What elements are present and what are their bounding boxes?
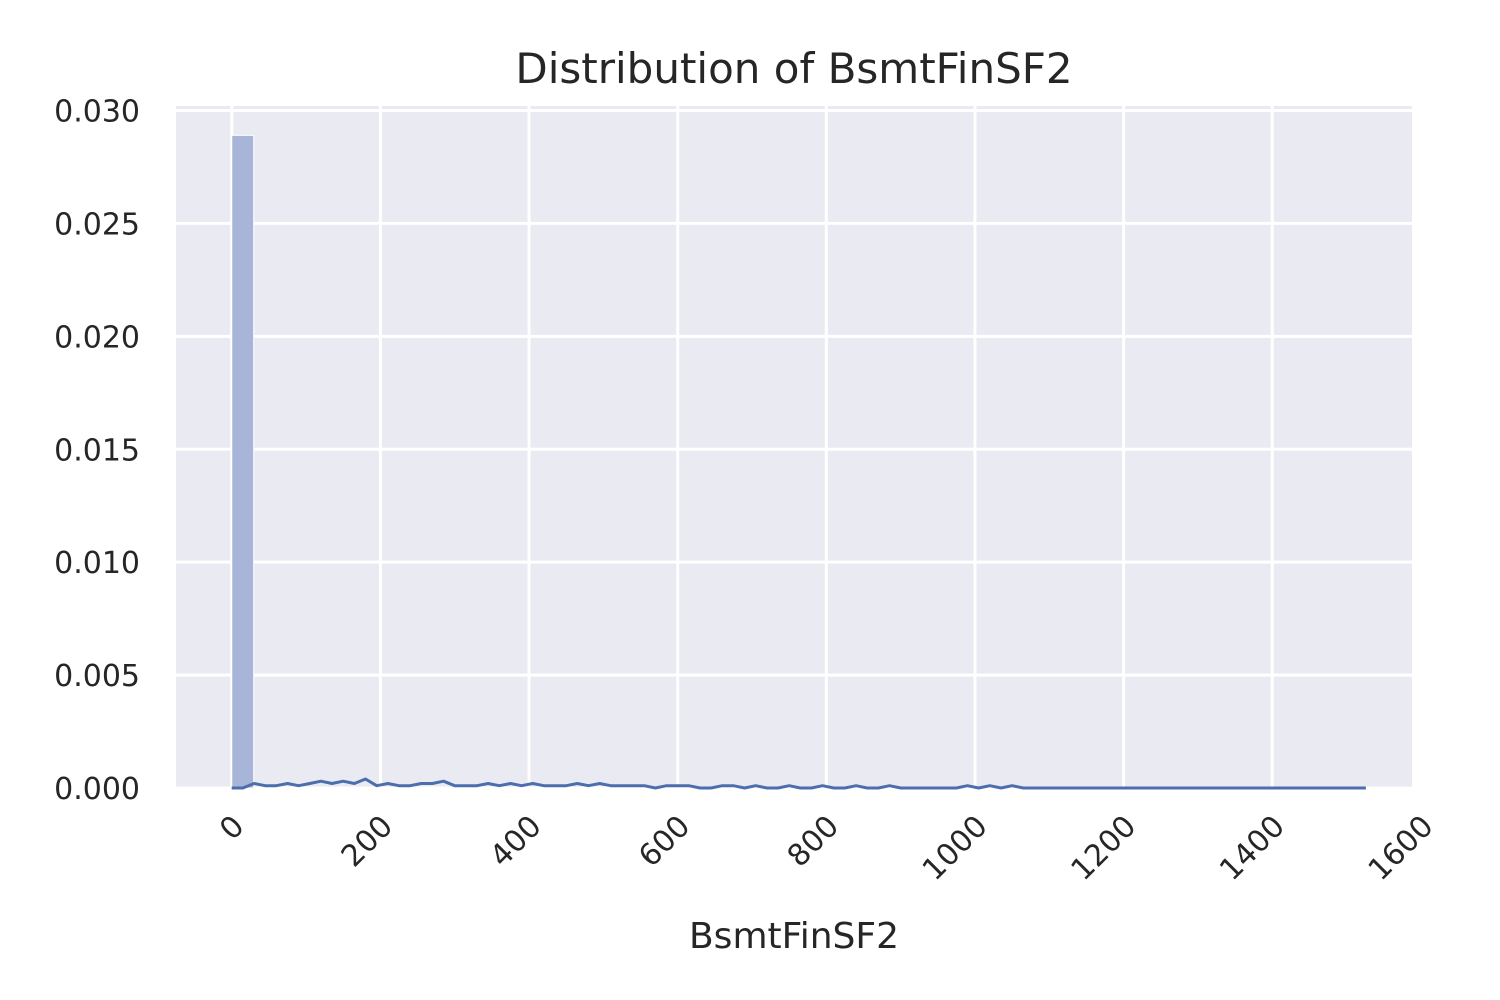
y-tick-label: 0.000 — [54, 772, 140, 807]
y-tick-label: 0.010 — [54, 546, 140, 581]
y-tick-label: 0.025 — [54, 207, 140, 242]
density-line — [231, 777, 1366, 790]
x-tick-labels: 0 200 400 600 800 1000 1200 1400 1600 — [213, 809, 1440, 888]
x-tick-label: 1200 — [1065, 809, 1144, 888]
y-tick-label: 0.015 — [54, 433, 140, 468]
y-tick-label: 0.005 — [54, 659, 140, 694]
x-tick-label: 600 — [632, 809, 697, 874]
y-tick-label: 0.030 — [54, 95, 140, 130]
y-tick-labels: 0.000 0.005 0.010 0.015 0.020 0.025 0.030 — [54, 95, 140, 807]
y-tick-label: 0.020 — [54, 320, 140, 355]
x-axis-label: BsmtFinSF2 — [689, 916, 899, 957]
x-tick-label: 1600 — [1362, 809, 1441, 888]
histogram-bars — [231, 134, 255, 789]
density-line-group — [231, 777, 1366, 790]
x-tick-label: 200 — [335, 809, 400, 874]
plot-area — [176, 106, 1412, 788]
x-tick-label: 400 — [483, 809, 548, 874]
chart-title: Distribution of BsmtFinSF2 — [515, 44, 1072, 93]
x-tick-label: 800 — [781, 809, 846, 874]
x-tick-label: 0 — [213, 809, 251, 847]
x-tick-label: 1400 — [1213, 809, 1292, 888]
histogram-bar — [231, 134, 255, 789]
x-gridlines — [230, 106, 1274, 788]
x-tick-label: 1000 — [916, 809, 995, 888]
